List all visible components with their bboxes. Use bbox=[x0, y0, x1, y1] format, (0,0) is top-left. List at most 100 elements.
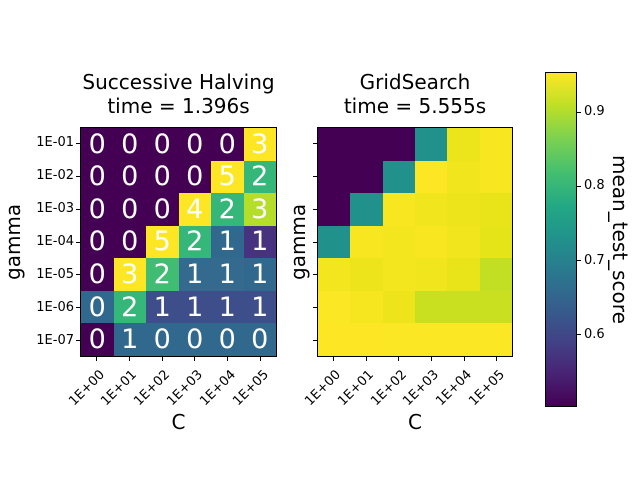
y-tick-label: 1E-04 bbox=[36, 234, 74, 249]
x-tick-mark bbox=[332, 357, 334, 361]
heatmap-cell bbox=[350, 225, 383, 259]
heatmap-cell: 4 bbox=[178, 193, 211, 226]
y-axis-label-gamma-right: gamma bbox=[286, 203, 310, 281]
x-tick-label: 1E+04 bbox=[433, 367, 475, 410]
x-tick-mark bbox=[95, 357, 97, 361]
heatmap-cell: 0 bbox=[113, 160, 146, 194]
x-axis-label-c-right: C bbox=[408, 410, 422, 434]
y-tick-label: 1E-01 bbox=[36, 135, 74, 151]
y-tick-mark bbox=[313, 340, 317, 342]
heatmap-cell: 0 bbox=[211, 323, 244, 356]
heatmap-cell: 1 bbox=[211, 290, 244, 324]
plot-title-right-line2: time = 5.555s bbox=[343, 94, 487, 118]
heatmap-cell: 0 bbox=[81, 323, 114, 356]
y-tick-mark bbox=[76, 175, 80, 177]
heatmap-cell: 1 bbox=[178, 258, 211, 291]
heatmap-cell bbox=[479, 193, 512, 226]
x-tick-mark bbox=[227, 357, 229, 361]
plot-title-right-line1: GridSearch bbox=[359, 70, 471, 94]
heatmap-cell: 0 bbox=[81, 160, 114, 194]
heatmap-cell bbox=[414, 193, 448, 226]
heatmap-cell: 0 bbox=[178, 323, 211, 356]
heatmap-cell bbox=[318, 193, 351, 226]
x-tick-label: 1E+05 bbox=[465, 367, 508, 410]
heatmap-cell bbox=[414, 258, 448, 291]
heatmap-cell bbox=[350, 193, 383, 226]
heatmap-cell: 1 bbox=[211, 225, 244, 259]
x-tick-label: 1E+03 bbox=[400, 367, 443, 410]
x-tick-label: 1E+00 bbox=[302, 367, 345, 410]
y-tick-mark bbox=[313, 274, 317, 276]
x-axis-label-c-left: C bbox=[171, 410, 186, 434]
heatmap-cell: 0 bbox=[178, 128, 211, 161]
heatmap-cell: 2 bbox=[113, 290, 146, 324]
heatmap-cell: 0 bbox=[81, 193, 114, 226]
heatmap-cell bbox=[447, 258, 480, 291]
heatmap-cell: 1 bbox=[243, 225, 276, 259]
heatmap-cell bbox=[318, 225, 351, 259]
heatmap-cell: 0 bbox=[146, 128, 179, 161]
heatmap-cell bbox=[382, 160, 415, 194]
heatmap-cell: 3 bbox=[113, 258, 146, 291]
y-tick-mark bbox=[76, 340, 80, 342]
y-tick-mark bbox=[76, 142, 80, 144]
heatmap-cell bbox=[414, 290, 448, 324]
heatmap-gridsearch bbox=[317, 127, 513, 357]
colorbar-tick-label: 0.6 bbox=[584, 326, 605, 342]
x-tick-mark bbox=[365, 357, 367, 361]
heatmap-cell bbox=[479, 160, 512, 194]
heatmap-cell: 1 bbox=[243, 258, 276, 291]
y-tick-label: 1E-06 bbox=[36, 299, 74, 315]
x-tick-mark bbox=[128, 357, 130, 361]
heatmap-cell: 3 bbox=[243, 193, 276, 226]
colorbar-tick-label: 0.8 bbox=[584, 178, 605, 194]
heatmap-cell bbox=[447, 128, 480, 161]
heatmap-cell: 0 bbox=[211, 128, 244, 161]
x-tick-label: 1E+00 bbox=[65, 367, 108, 410]
x-tick-mark bbox=[161, 357, 163, 361]
x-tick-label: 1E+02 bbox=[131, 367, 174, 410]
plot-title-gridsearch: GridSearch time = 5.555s bbox=[344, 70, 486, 118]
heatmap-cell bbox=[382, 323, 415, 356]
y-tick-label: 1E-03 bbox=[36, 201, 74, 217]
heatmap-cell: 0 bbox=[81, 290, 114, 324]
heatmap-cell bbox=[318, 323, 351, 356]
heatmap-cell: 0 bbox=[81, 258, 114, 291]
heatmap-cell bbox=[414, 128, 448, 161]
heatmap-cell: 0 bbox=[113, 193, 146, 226]
y-tick-mark bbox=[313, 142, 317, 144]
heatmap-cell bbox=[447, 193, 480, 226]
heatmap-cell bbox=[318, 160, 351, 194]
heatmap-cell: 0 bbox=[146, 160, 179, 194]
heatmap-cell bbox=[479, 128, 512, 161]
heatmap-cell: 0 bbox=[146, 323, 179, 356]
heatmap-cell bbox=[350, 290, 383, 324]
heatmap-cell: 2 bbox=[211, 193, 244, 226]
plot-title-left-line1: Successive Halving bbox=[82, 70, 275, 94]
y-tick-label: 1E-02 bbox=[36, 168, 74, 184]
heatmap-cell: 2 bbox=[243, 160, 276, 194]
heatmap-cell bbox=[447, 160, 480, 194]
y-tick-mark bbox=[313, 307, 317, 309]
heatmap-cell: 2 bbox=[146, 258, 179, 291]
heatmap-cell bbox=[350, 160, 383, 194]
colorbar-tick-mark bbox=[577, 185, 581, 187]
heatmap-cell bbox=[318, 258, 351, 291]
y-tick-mark bbox=[76, 241, 80, 243]
x-tick-label: 1E+05 bbox=[229, 367, 272, 410]
x-tick-mark bbox=[430, 357, 432, 361]
heatmap-cell bbox=[318, 128, 351, 161]
heatmap-cell bbox=[479, 323, 512, 356]
heatmap-cell: 5 bbox=[146, 225, 179, 259]
x-tick-label: 1E+04 bbox=[197, 367, 239, 410]
heatmap-cell: 3 bbox=[243, 128, 276, 161]
heatmap-cell: 1 bbox=[146, 290, 179, 324]
heatmap-cell bbox=[479, 290, 512, 324]
heatmap-cell bbox=[318, 290, 351, 324]
heatmap-cell bbox=[447, 323, 480, 356]
colorbar bbox=[545, 72, 577, 407]
x-tick-mark bbox=[398, 357, 400, 361]
heatmap-cell bbox=[447, 290, 480, 324]
heatmap-cell: 5 bbox=[211, 160, 244, 194]
